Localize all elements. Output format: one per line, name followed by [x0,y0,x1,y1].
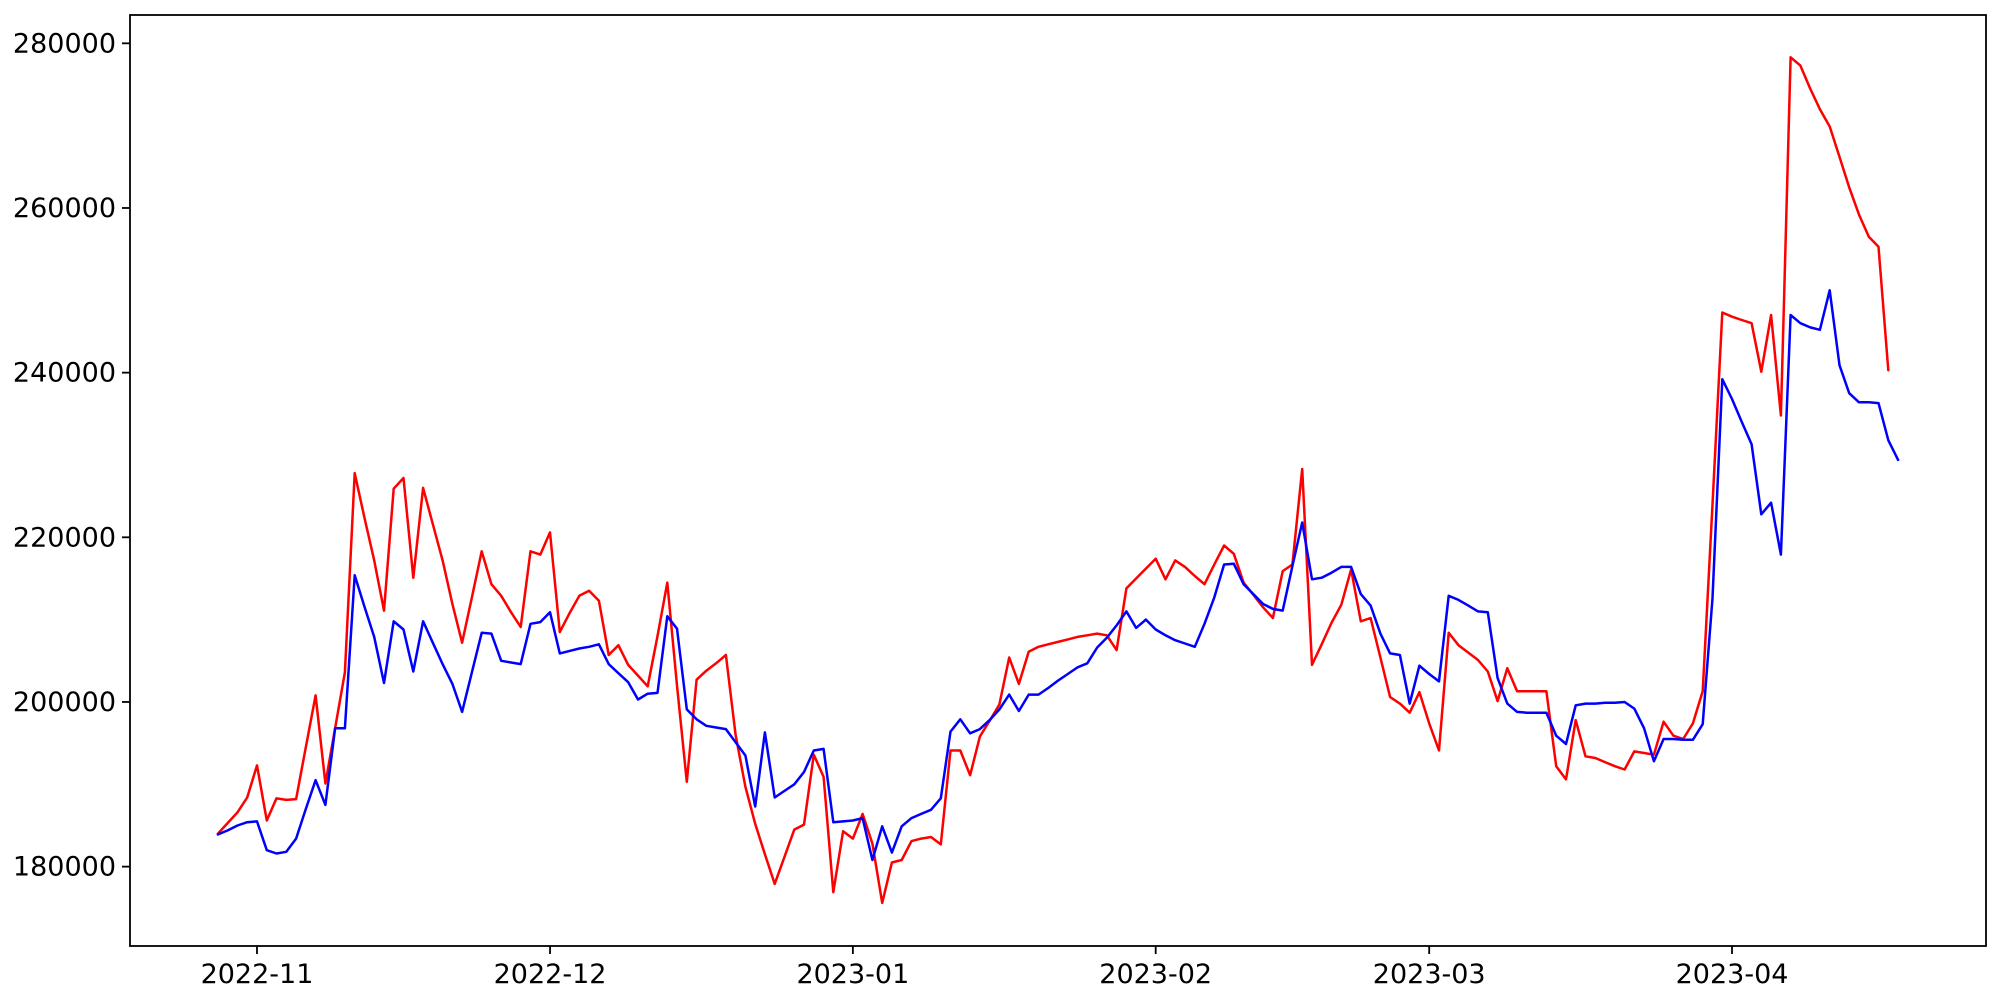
x-tick-label: 2022-11 [201,959,314,990]
x-tick-label: 2023-03 [1373,959,1486,990]
red-series-line [216,56,1890,905]
x-axis-tick-labels: 2022-11 2022-12 2023-01 2023-02 2023-03 2023-… [201,959,1789,990]
y-tick-label: 280000 [13,28,116,59]
plot-area [129,14,1987,947]
y-tick-label: 200000 [13,687,116,718]
y-axis-ticks [122,42,130,868]
y-axis-tick-labels: 180000 200000 220000 240000 260000 280000 [13,28,116,882]
x-tick-label: 2023-02 [1099,959,1212,990]
x-tick-label: 2022-12 [494,959,607,990]
x-axis-ticks [256,946,1733,954]
y-tick-label: 240000 [13,358,116,389]
y-tick-label: 220000 [13,522,116,553]
x-tick-label: 2023-01 [796,959,909,990]
y-tick-label: 180000 [13,852,116,883]
y-tick-label: 260000 [13,193,116,224]
series-lines [216,56,1900,905]
blue-series-line [216,289,1900,862]
x-tick-label: 2023-04 [1676,959,1789,990]
